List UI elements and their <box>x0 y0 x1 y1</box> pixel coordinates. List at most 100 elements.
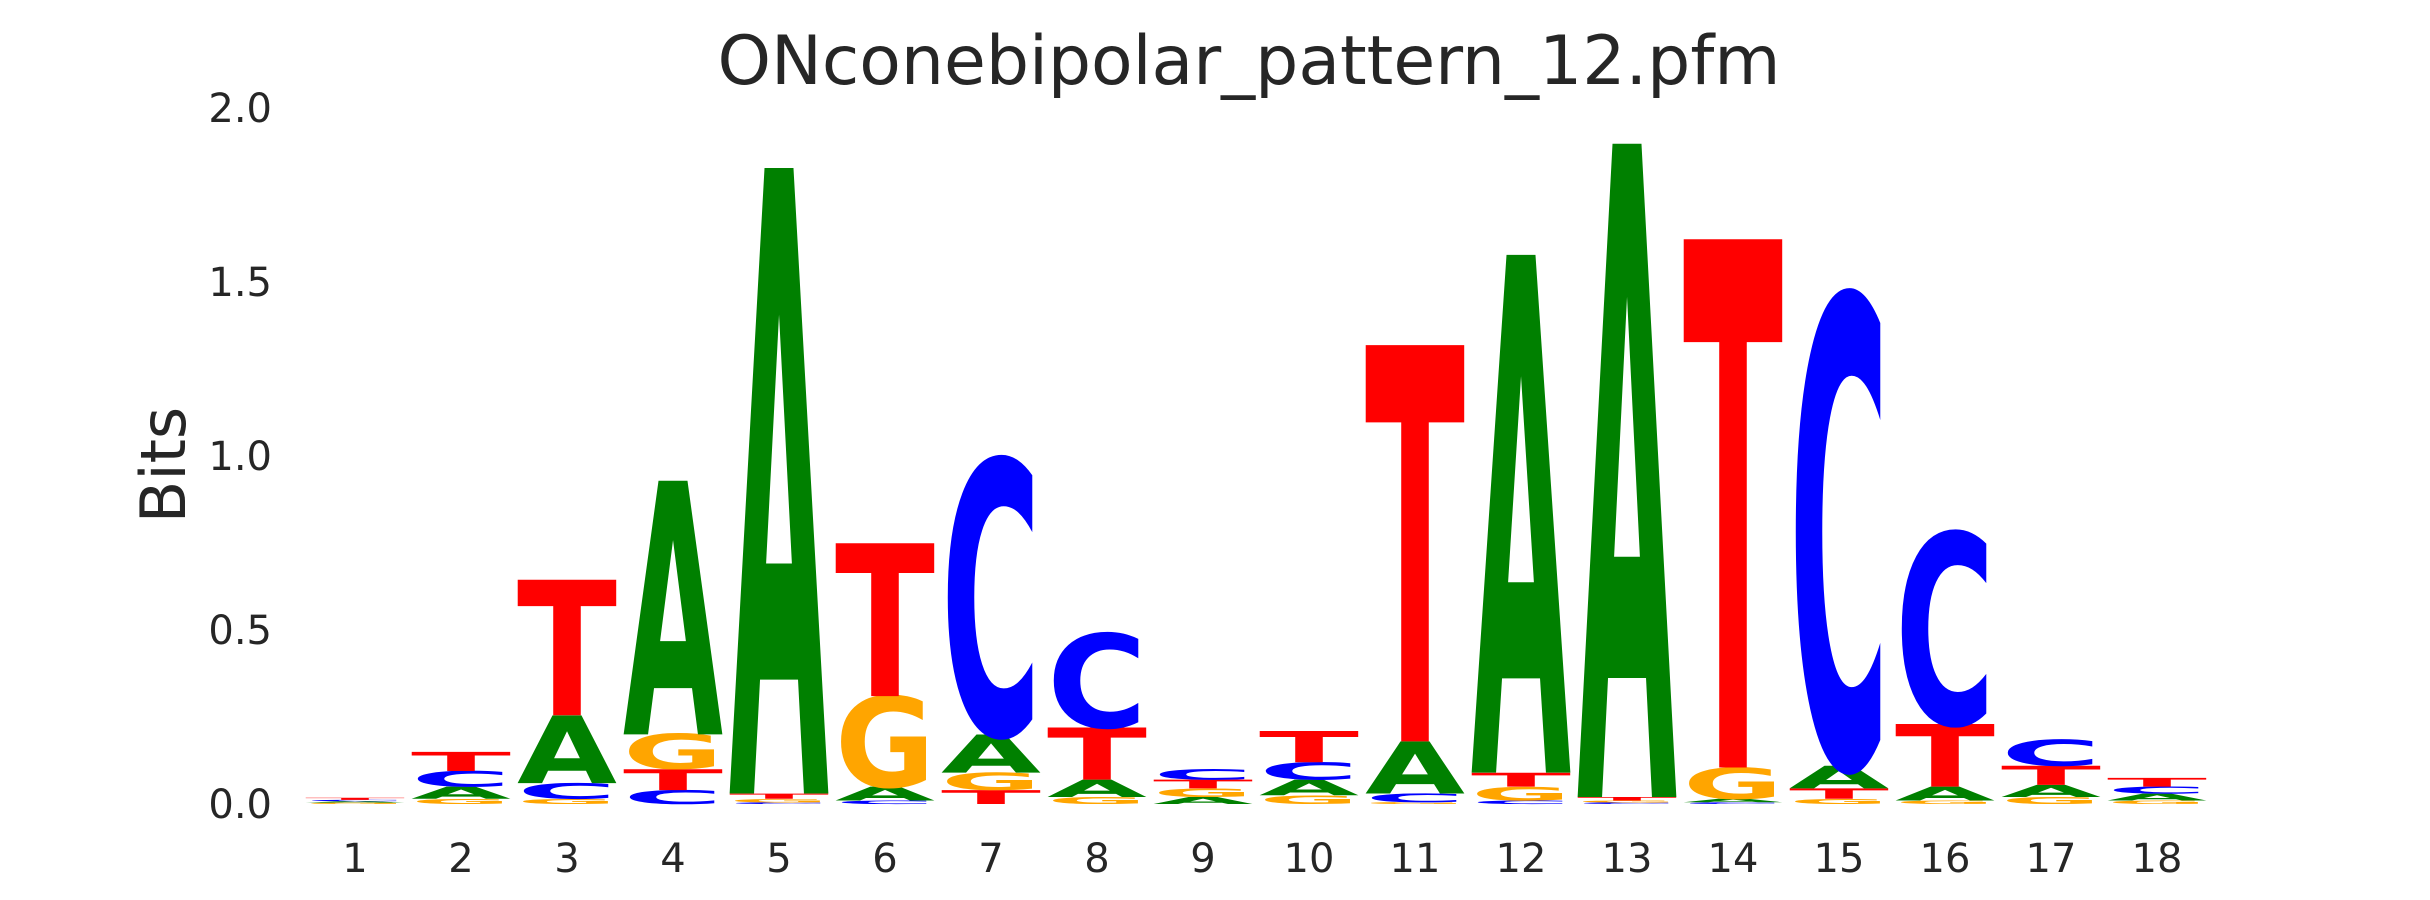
logo-letter-c: C <box>623 786 723 808</box>
y-tick-label: 2.0 <box>208 86 272 132</box>
y-tick-label: 1.0 <box>208 434 272 480</box>
logo-letter-t: T <box>1047 714 1147 797</box>
logo-letter-t: T <box>305 797 405 800</box>
logo-letter-c: C <box>835 800 935 806</box>
x-tick-label: 4 <box>660 836 685 882</box>
x-tick-label: 9 <box>1190 836 1215 882</box>
logo-letter-g: G <box>1895 800 1995 806</box>
logo-letter-a: A <box>623 411 724 817</box>
logo-letter-g: G <box>1365 802 1465 805</box>
logo-letter-t: T <box>1577 796 1677 802</box>
x-tick-label: 14 <box>1708 836 1759 882</box>
logo-letter-a: A <box>517 697 617 805</box>
logo-letter-g: G <box>1683 759 1783 809</box>
logo-letter-c: C <box>517 779 617 804</box>
logo-letter-c: C <box>2001 733 2101 774</box>
logo-letter-c: C <box>941 385 1041 824</box>
y-tick-label: 0.5 <box>208 608 272 654</box>
logo-letter-a: A <box>2001 782 2101 801</box>
logo-letter-c: C <box>1365 791 1465 805</box>
logo-letter-a: A <box>411 783 511 802</box>
y-tick-label: 0.0 <box>208 782 272 828</box>
x-tick-label: 5 <box>766 836 791 882</box>
x-tick-label: 17 <box>2026 836 2077 882</box>
logo-letter-t: T <box>941 786 1041 808</box>
logo-letter-c: C <box>1047 609 1147 759</box>
x-tick-label: 16 <box>1920 836 1971 882</box>
logo-letter-g: G <box>1153 786 1253 800</box>
logo-letter-g: G <box>517 797 617 805</box>
logo-letter-a: A <box>1047 775 1147 803</box>
logo-letter-a: A <box>835 783 935 805</box>
logo-letter-g: G <box>729 798 829 804</box>
logo-letter-t: T <box>1153 777 1253 791</box>
logo-letter-c: C <box>411 767 511 792</box>
logo-letter-a: A <box>305 801 405 803</box>
x-tick-label: 2 <box>448 836 473 882</box>
logo-letter-a: A <box>1577 0 1678 900</box>
chart-title: ONconebipolar_pattern_12.pfm <box>718 22 1781 101</box>
y-tick-label: 1.5 <box>208 260 272 306</box>
x-tick-label: 10 <box>1284 836 1335 882</box>
y-axis-label: Bits <box>127 407 200 523</box>
logo-letter-g: G <box>623 725 723 781</box>
logo-letter-a: A <box>2107 792 2207 803</box>
x-tick-label: 8 <box>1084 836 1109 882</box>
logo-letter-g: G <box>835 672 935 816</box>
logo-letter-t: T <box>835 501 935 746</box>
logo-letter-g: G <box>1577 800 1677 803</box>
logo-letter-t: T <box>2001 760 2101 791</box>
x-tick-label: 1 <box>342 836 367 882</box>
logo-letter-t: T <box>1471 769 1571 791</box>
logo-letter-g: G <box>411 797 511 805</box>
logo-letter-a: A <box>1683 798 1783 804</box>
y-axis-ticks: 0.0 0.5 1.0 1.5 2.0 <box>208 86 272 828</box>
logo-letter-a: A <box>1259 775 1359 800</box>
logo-letter-g: G <box>1789 797 1889 805</box>
logo-letter-c: C <box>1259 758 1359 786</box>
logo-letter-t: T <box>2107 775 2207 789</box>
logo-letter-c: C <box>1789 168 1889 900</box>
logo-letter-c: C <box>729 802 829 805</box>
logo-letter-g: G <box>1047 795 1147 806</box>
logo-letter-t: T <box>1259 723 1359 773</box>
x-tick-label: 11 <box>1390 836 1441 882</box>
logo-letter-g: G <box>1259 793 1359 807</box>
logo-letter-a: A <box>729 0 830 900</box>
logo-letter-t: T <box>1365 238 1466 870</box>
logo-letter-t: T <box>411 747 511 778</box>
logo-letter-g: G <box>941 768 1041 796</box>
logo-letter-t: T <box>623 764 723 797</box>
x-tick-label: 18 <box>2132 836 2183 882</box>
logo-letter-c: C <box>2107 785 2207 796</box>
logo-letter-c: C <box>1895 482 1995 787</box>
logo-letter-a: A <box>941 724 1041 785</box>
x-tick-label: 6 <box>872 836 897 882</box>
logo-letter-c: C <box>1153 766 1253 783</box>
logo-letter-g: G <box>305 802 405 804</box>
x-tick-label: 15 <box>1814 836 1865 882</box>
x-tick-label: 7 <box>978 836 1003 882</box>
logo-letter-a: A <box>1153 795 1253 806</box>
logo-letter-t: T <box>1789 785 1889 802</box>
x-tick-label: 12 <box>1496 836 1547 882</box>
logo-letter-a: A <box>1365 727 1465 811</box>
logo-letter-g: G <box>2001 795 2101 806</box>
logo-letter-g: G <box>1471 783 1571 805</box>
logo-letter-t: T <box>1683 97 1784 900</box>
logo-letter-c: C <box>1683 802 1783 805</box>
logo-letter-t: T <box>517 544 617 759</box>
x-tick-label: 13 <box>1602 836 1653 882</box>
logo-letter-g: G <box>2107 800 2207 806</box>
x-axis-ticks: 1 2 3 4 5 6 7 8 9 10 11 12 13 14 15 16 17 18 <box>342 836 2182 882</box>
logo-letter-c: C <box>305 799 405 801</box>
logo-letter-c: C <box>1471 800 1571 806</box>
logo-letter-a: A <box>1895 783 1995 805</box>
logo-letter-a: A <box>1471 115 1572 900</box>
logo-letter-t: T <box>1895 708 1995 807</box>
x-tick-label: 3 <box>554 836 579 882</box>
logo-letter-a: A <box>1789 760 1889 796</box>
